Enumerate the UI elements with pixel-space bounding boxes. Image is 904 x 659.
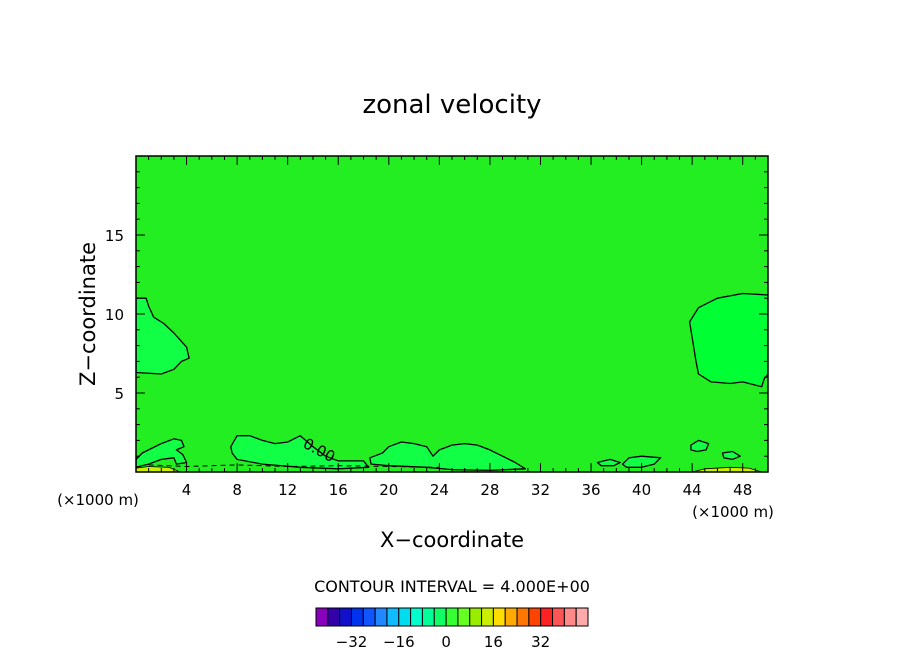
colorbar-swatch: [410, 607, 423, 627]
colorbar-swatch: [315, 607, 329, 627]
x-unit-label-left: (×1000 m): [57, 491, 139, 509]
colorbar-tick-label: 0: [441, 633, 451, 651]
x-unit-label-right: (×1000 m): [692, 503, 774, 521]
plot-background: [136, 156, 768, 472]
x-tick-label: 36: [581, 481, 600, 499]
colorbar-swatch: [374, 607, 388, 627]
contour-bottom-2: [369, 441, 526, 472]
colorbar-tick-label: 16: [484, 633, 503, 651]
contour-group: [136, 292, 768, 472]
colorbar-swatch: [386, 607, 400, 627]
colorbar-swatch: [327, 607, 341, 627]
colorbar-swatch: [421, 607, 435, 627]
colorbar-swatch: [563, 607, 577, 627]
contour-right-upper: [688, 292, 768, 388]
y-axis-title: Z−coordinate: [76, 242, 100, 386]
x-tick-label: 24: [430, 481, 449, 499]
colorbar-swatch: [445, 607, 459, 627]
x-tick-label: 20: [379, 481, 398, 499]
contour-left-upper: [136, 297, 190, 375]
x-tick-label: 48: [733, 481, 752, 499]
plot-area: 0.00: [136, 156, 768, 472]
colorbar-swatch: [516, 607, 530, 627]
colorbar-swatch: [433, 607, 447, 627]
x-tick-label: 8: [232, 481, 242, 499]
contour-bottom-1: [230, 435, 370, 470]
chart-title: zonal velocity: [362, 90, 541, 120]
colorbar-swatch: [362, 607, 376, 627]
colorbar-swatch: [575, 607, 589, 627]
x-tick-label: 16: [329, 481, 348, 499]
x-tick-label: 44: [683, 481, 702, 499]
colorbar-tick-label: −32: [336, 633, 368, 651]
contour-blob-1: [690, 439, 710, 453]
y-tick-label: 10: [105, 306, 124, 324]
colorbar-swatch: [339, 607, 352, 627]
colorbar-swatch: [350, 607, 364, 627]
colorbar-swatch: [504, 607, 518, 627]
colorbar-swatch: [552, 607, 565, 627]
contour-interval-label: CONTOUR INTERVAL = 4.000E+00: [314, 577, 590, 596]
contour-blob-2: [721, 450, 741, 461]
contour-bottom-3: [621, 455, 662, 468]
colorbar-swatch: [528, 607, 542, 627]
y-tick-label: 15: [105, 227, 124, 245]
x-tick-label: 4: [182, 481, 192, 499]
colorbar-swatch: [457, 607, 471, 627]
x-axis-title: X−coordinate: [380, 528, 524, 552]
yellow-region-right-strip: [692, 466, 762, 472]
colorbar-swatch: [540, 607, 554, 627]
colorbar-swatch: [469, 607, 483, 627]
x-tick-label: 32: [531, 481, 550, 499]
y-tick-label: 5: [114, 385, 124, 403]
x-tick-label: 12: [278, 481, 297, 499]
contour-blob-3: [596, 458, 621, 467]
yellow-region-left-strip: [136, 466, 181, 472]
x-tick-label: 28: [480, 481, 499, 499]
colorbar-tick-label: 32: [531, 633, 550, 651]
colorbar-swatch: [481, 607, 494, 627]
x-tick-label: 40: [632, 481, 651, 499]
colorbar-tick-label: −16: [383, 633, 415, 651]
colorbar: −32 −16 0 16 32: [315, 607, 589, 651]
colorbar-swatch: [398, 607, 412, 627]
contour-bottom-left: [136, 438, 188, 468]
colorbar-swatch: [492, 607, 506, 627]
